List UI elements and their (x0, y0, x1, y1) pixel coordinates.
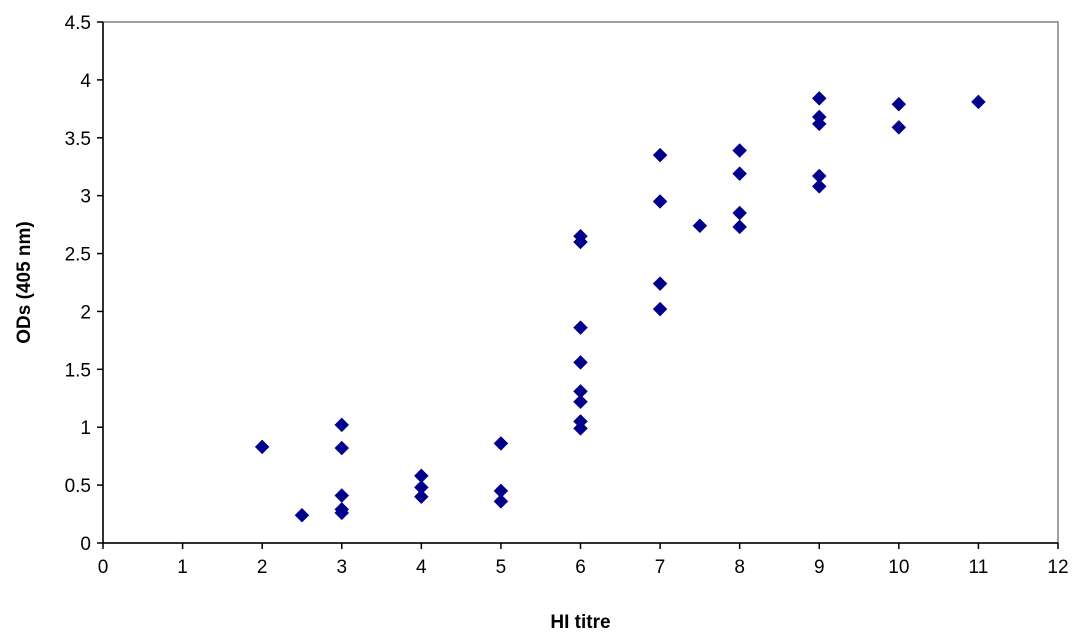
data-point (692, 218, 708, 234)
y-tick-label: 0 (80, 534, 91, 555)
plot-frame (102, 21, 1059, 544)
x-tick-label: 2 (257, 557, 268, 578)
data-point (413, 489, 429, 505)
data-point (811, 179, 827, 194)
y-tick-label: 1.5 (65, 360, 91, 381)
data-point (891, 96, 907, 112)
data-point (573, 394, 588, 410)
data-point (652, 276, 668, 292)
y-tick-label: 3 (80, 187, 91, 208)
data-point (811, 91, 827, 106)
data-point (652, 147, 668, 163)
data-point (573, 320, 588, 336)
y-tick-label: 4.5 (65, 13, 91, 34)
data-point (732, 143, 748, 158)
y-tick-label: 2.5 (65, 245, 91, 266)
data-point (573, 355, 588, 370)
plot-area (102, 21, 1059, 544)
data-point (652, 194, 668, 209)
data-point (573, 234, 588, 250)
x-tick-label: 7 (655, 557, 666, 578)
x-tick-label: 11 (969, 557, 989, 578)
x-tick-label: 6 (575, 557, 586, 578)
y-axis-title: ODs (405 nm) (14, 221, 35, 343)
y-tick-label: 0.5 (65, 476, 91, 497)
x-tick-label: 3 (336, 557, 347, 578)
data-point (891, 120, 907, 135)
data-point (334, 417, 350, 433)
data-point (294, 507, 310, 523)
x-tick-label: 10 (888, 557, 909, 578)
x-tick-label: 1 (177, 557, 188, 578)
data-points (254, 91, 986, 523)
data-point (732, 166, 748, 182)
data-point (811, 116, 827, 132)
axes: 00.511.522.533.544.50 1 2 3 4 5 6 7 8 9 10 11 12 (65, 13, 1069, 578)
x-tick-label: 0 (98, 557, 109, 578)
data-point (732, 219, 748, 235)
data-point (334, 505, 350, 521)
data-point (493, 493, 509, 509)
data-point (971, 94, 986, 110)
x-tick-label: 9 (814, 557, 825, 578)
data-point (334, 440, 350, 456)
x-tick-label: 8 (734, 557, 745, 578)
y-tick-label: 4 (80, 71, 91, 92)
x-tick-label: 5 (496, 557, 507, 578)
data-point (493, 436, 509, 451)
x-tick-label: 12 (1047, 557, 1068, 578)
y-tick-label: 3.5 (65, 129, 91, 150)
data-point (652, 301, 668, 317)
data-point (254, 439, 270, 455)
data-point (573, 421, 588, 436)
y-tick-label: 2 (80, 302, 91, 323)
y-tick-label: 1 (80, 418, 91, 439)
x-axis-title: HI titre (550, 612, 610, 633)
x-tick-label: 4 (416, 557, 427, 578)
